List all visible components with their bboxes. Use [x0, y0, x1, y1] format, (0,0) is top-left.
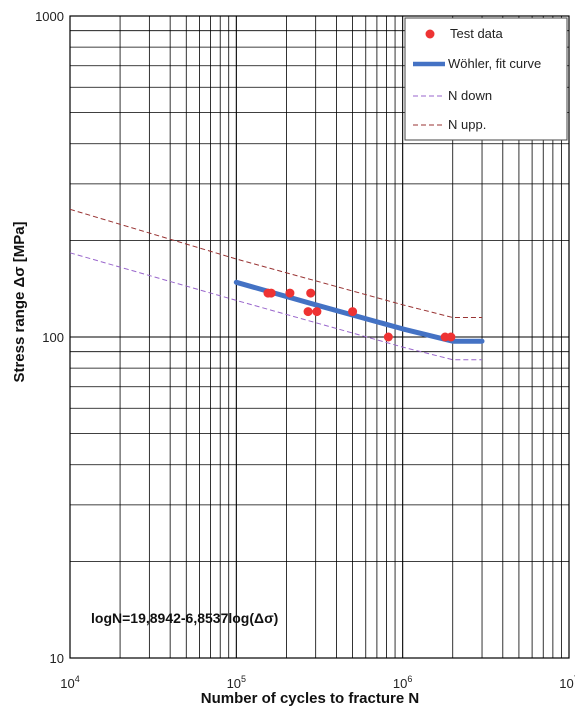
- regression-equation: logN=19,8942-6,8537log(Δσ): [91, 610, 278, 626]
- series-line-2: [69, 252, 482, 361]
- y-tick-label: 1000: [35, 9, 64, 24]
- x-tick-label: 107: [559, 674, 575, 691]
- test-data-point: [312, 307, 322, 317]
- legend-label-test-data: Test data: [450, 26, 504, 41]
- test-data-point: [446, 332, 456, 342]
- series-line-3: [69, 208, 482, 318]
- x-tick-label: 106: [393, 674, 412, 691]
- legend: Test data Wöhler, fit curve N down N upp…: [404, 17, 568, 141]
- test-data-point: [306, 288, 316, 298]
- y-axis-title-symbol: Δσ: [11, 266, 28, 287]
- y-axis-title-unit: [MPa]: [11, 221, 28, 266]
- equation-symbol: Δσ: [254, 610, 274, 626]
- plot-frame: [69, 15, 570, 659]
- legend-marker-test-data: [425, 29, 435, 39]
- equation-main: logN=19,8942-6,8537log(: [91, 610, 254, 626]
- x-axis-title: Number of cycles to fracture N: [201, 690, 419, 707]
- x-tick-label: 105: [227, 674, 246, 691]
- test-data-point: [303, 307, 313, 317]
- y-tick-label: 100: [42, 330, 64, 345]
- legend-label-n-upp: N upp.: [448, 117, 486, 132]
- grid: [70, 16, 569, 658]
- legend-box: [404, 17, 568, 141]
- y-tick-label: 10: [50, 651, 64, 666]
- y-axis-title-main: Stress range: [11, 288, 28, 383]
- test-data-point: [285, 288, 295, 298]
- series-layer: [69, 208, 485, 361]
- legend-label-n-down: N down: [448, 88, 492, 103]
- x-tick-label: 104: [60, 674, 79, 691]
- equation-end: ): [274, 610, 279, 626]
- test-data-point: [266, 288, 276, 298]
- test-data-point: [348, 307, 358, 317]
- y-axis-title: Stress range Δσ [MPa]: [11, 221, 28, 382]
- tick-labels: 104 105 106 107 10 100 1000: [35, 9, 575, 691]
- test-data-point: [383, 332, 393, 342]
- legend-label-fit-curve: Wöhler, fit curve: [448, 56, 541, 71]
